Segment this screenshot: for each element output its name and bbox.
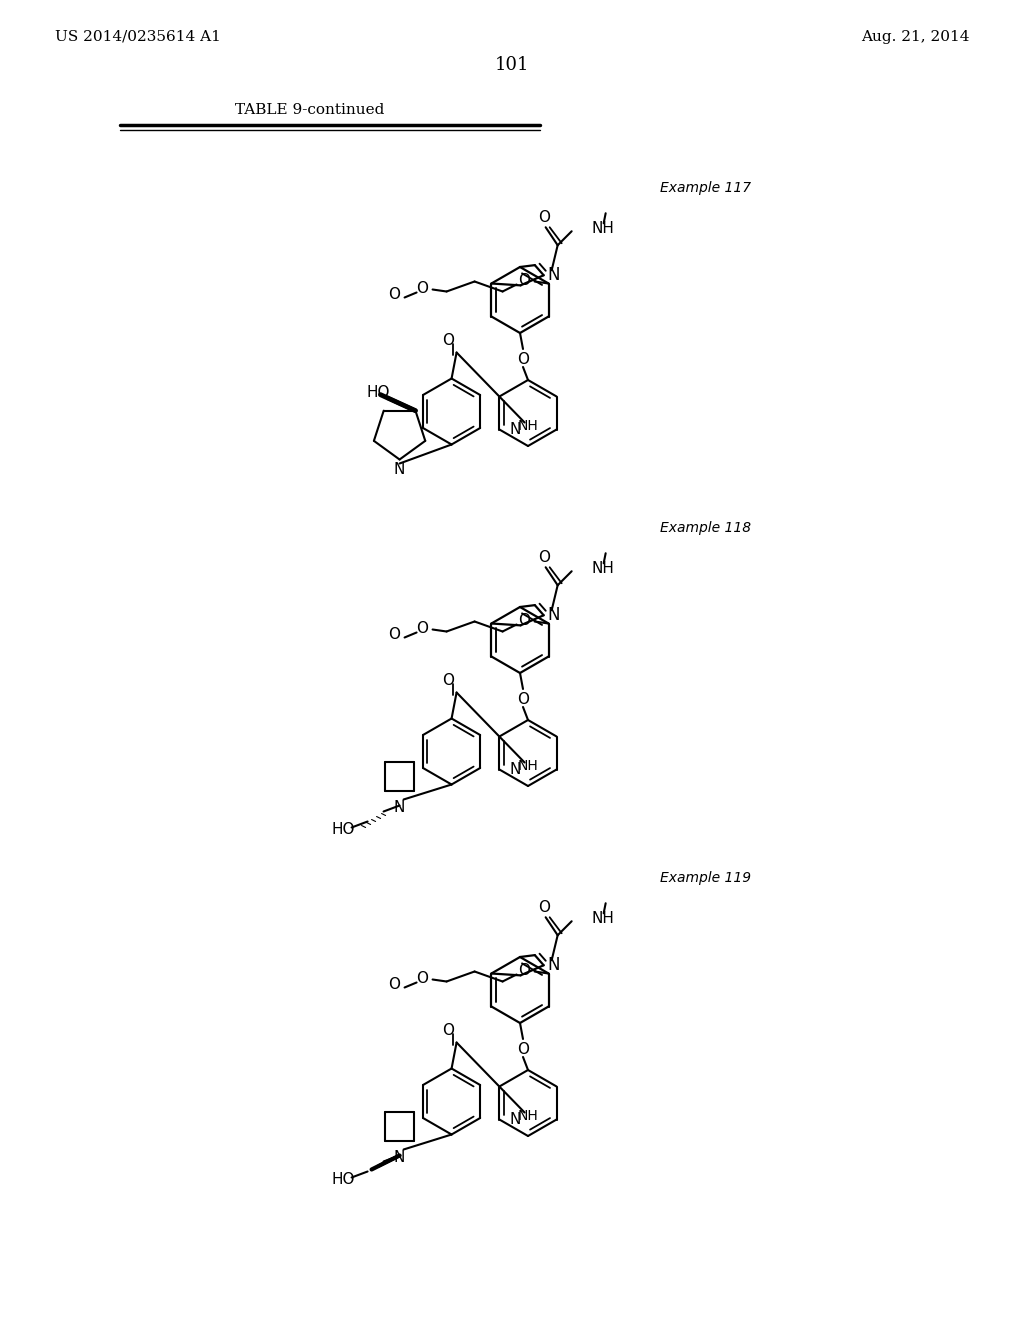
Text: Aug. 21, 2014: Aug. 21, 2014 <box>861 30 970 44</box>
Text: N: N <box>394 800 406 814</box>
Text: O: O <box>518 273 530 288</box>
Text: 101: 101 <box>495 55 529 74</box>
Text: Example 119: Example 119 <box>660 871 752 884</box>
Text: N: N <box>394 1150 406 1166</box>
Text: HO: HO <box>332 1172 355 1187</box>
Text: NH: NH <box>592 561 614 576</box>
Text: O: O <box>517 351 529 367</box>
Text: NH: NH <box>592 911 614 925</box>
Text: O: O <box>538 900 550 915</box>
Text: NH: NH <box>592 220 614 236</box>
Text: O: O <box>388 627 400 642</box>
Text: O: O <box>417 620 429 636</box>
Text: O: O <box>517 1041 529 1056</box>
Text: O: O <box>417 281 429 296</box>
Text: N: N <box>509 762 521 777</box>
Text: O: O <box>417 972 429 986</box>
Text: N: N <box>394 462 406 477</box>
Text: N: N <box>548 956 560 974</box>
Text: HO: HO <box>367 385 390 400</box>
Text: TABLE 9-continued: TABLE 9-continued <box>236 103 385 117</box>
Text: US 2014/0235614 A1: US 2014/0235614 A1 <box>55 30 221 44</box>
Text: O: O <box>517 692 529 706</box>
Text: Example 118: Example 118 <box>660 521 752 535</box>
Text: N: N <box>509 1111 521 1127</box>
Text: O: O <box>442 1023 455 1038</box>
Text: NH: NH <box>518 418 539 433</box>
Text: O: O <box>518 612 530 628</box>
Text: O: O <box>538 210 550 224</box>
Text: HO: HO <box>332 822 355 837</box>
Text: Example 117: Example 117 <box>660 181 752 195</box>
Text: O: O <box>518 964 530 978</box>
Text: NH: NH <box>518 759 539 772</box>
Text: O: O <box>388 977 400 993</box>
Text: NH: NH <box>518 1109 539 1122</box>
Text: O: O <box>442 673 455 688</box>
Text: N: N <box>548 606 560 624</box>
Text: N: N <box>509 422 521 437</box>
Text: O: O <box>538 549 550 565</box>
Text: O: O <box>442 333 455 348</box>
Text: O: O <box>388 286 400 302</box>
Text: N: N <box>548 267 560 284</box>
